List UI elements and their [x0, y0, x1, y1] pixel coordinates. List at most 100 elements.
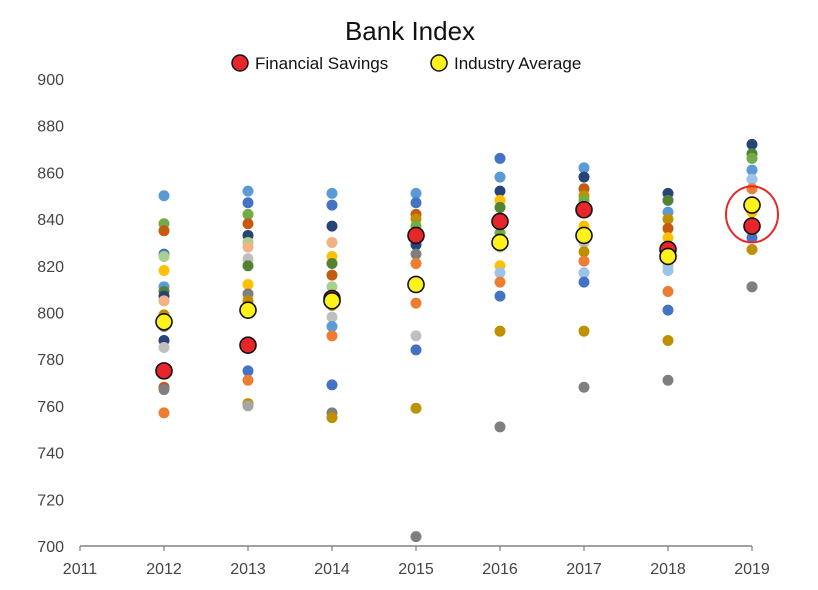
y-tick-label: 840 [37, 212, 64, 229]
peer-bank-point [410, 248, 422, 260]
peer-bank-point [746, 183, 758, 195]
peer-bank-point [746, 164, 758, 176]
peer-bank-point [242, 197, 254, 209]
peer-bank-point [326, 269, 338, 281]
legend-swatch-industry-average [430, 54, 448, 72]
peer-bank-point [746, 243, 758, 255]
x-tick-label: 2013 [230, 561, 266, 578]
peer-bank-point [578, 246, 590, 258]
x-tick-label: 2014 [314, 561, 350, 578]
peer-bank-point [242, 208, 254, 220]
legend-item-financial-savings: Financial Savings [231, 54, 388, 73]
peer-bank-point [662, 222, 674, 234]
industry-average-point [239, 301, 257, 319]
x-axis-tick-marks [79, 546, 753, 551]
industry-average-point [323, 292, 341, 310]
peer-bank-point [242, 374, 254, 386]
x-tick-label: 2019 [734, 561, 770, 578]
peer-bank-point [158, 407, 170, 419]
peer-bank-point [746, 138, 758, 150]
peer-bank-point [158, 225, 170, 237]
peer-bank-point [242, 185, 254, 197]
peer-bank-point [494, 267, 506, 279]
peer-bank-point [242, 260, 254, 272]
peer-bank-point [494, 421, 506, 433]
peer-bank-point [410, 187, 422, 199]
peer-bank-point [158, 342, 170, 354]
peer-bank-point [662, 213, 674, 225]
y-tick-label: 860 [37, 165, 64, 182]
y-tick-label: 800 [37, 306, 64, 323]
peer-bank-point [578, 381, 590, 393]
legend-swatch-financial-savings [231, 54, 249, 72]
peer-bank-point [410, 531, 422, 543]
x-tick-label: 2015 [398, 561, 434, 578]
peer-bank-point [410, 197, 422, 209]
x-axis-tick-labels: 2011 2012 2013 2014 2015 2016 2017 2018 2019 [63, 561, 770, 578]
y-tick-label: 820 [37, 259, 64, 276]
financial-savings-point [743, 217, 761, 235]
financial-savings-point [407, 226, 425, 245]
peer-bank-point [326, 330, 338, 342]
x-tick-label: 2011 [63, 561, 98, 578]
legend-label-financial-savings: Financial Savings [255, 54, 388, 73]
chart-title: Bank Index [345, 16, 475, 46]
peer-bank-point [326, 187, 338, 199]
peer-bank-point [242, 278, 254, 290]
peer-bank-point [326, 412, 338, 424]
y-tick-label: 760 [37, 399, 64, 416]
peer-bank-point [662, 194, 674, 206]
peer-bank-point [578, 267, 590, 279]
peer-bank-point [158, 250, 170, 262]
peer-bank-point [326, 236, 338, 248]
peer-bank-point [662, 374, 674, 386]
peer-bank-point [410, 402, 422, 414]
peer-bank-point [410, 297, 422, 309]
x-tick-label: 2018 [650, 561, 686, 578]
peer-bank-point [662, 304, 674, 316]
highlight-circle-2019 [725, 185, 779, 244]
peer-bank-point [410, 330, 422, 342]
peer-bank-point [410, 257, 422, 269]
peer-bank-point [578, 162, 590, 174]
peer-bank-point [326, 199, 338, 211]
industry-average-point [491, 233, 509, 252]
peer-bank-point [158, 190, 170, 202]
industry-average-point [743, 196, 761, 214]
financial-savings-point [575, 200, 593, 219]
peer-bank-point [746, 152, 758, 164]
y-axis-tick-labels: 700 720 740 760 780 800 820 840 860 880 900 [37, 72, 64, 556]
x-tick-label: 2012 [146, 561, 182, 578]
peer-bank-point [242, 218, 254, 230]
peer-bank-point [326, 311, 338, 323]
financial-savings-point [239, 336, 257, 354]
peer-bank-point [326, 379, 338, 391]
peer-bank-point [326, 321, 338, 333]
peer-bank-point [494, 325, 506, 337]
peer-bank-point [158, 384, 170, 396]
peer-bank-point [578, 276, 590, 288]
peer-bank-point [494, 290, 506, 302]
peer-bank-point [494, 201, 506, 213]
peer-bank-point [746, 173, 758, 185]
peer-bank-point [494, 276, 506, 288]
peer-bank-point [578, 171, 590, 183]
peer-bank-point [326, 281, 338, 293]
legend-item-industry-average: Industry Average [430, 54, 581, 73]
peer-bank-point [242, 400, 254, 412]
peer-bank-point [242, 365, 254, 377]
peer-bank-point [158, 264, 170, 276]
y-tick-label: 900 [37, 72, 64, 89]
peer-bank-point [746, 281, 758, 293]
legend-label-industry-average: Industry Average [454, 54, 581, 73]
highlighted-series-points [155, 196, 761, 380]
peer-bank-point [662, 335, 674, 347]
financial-savings-point [491, 212, 509, 231]
peer-bank-point [494, 152, 506, 164]
y-tick-label: 880 [37, 119, 64, 136]
y-tick-label: 740 [37, 446, 64, 463]
peer-bank-point [578, 325, 590, 337]
peer-bank-point [326, 257, 338, 269]
industry-average-point [407, 275, 425, 294]
peer-bank-point [494, 171, 506, 183]
